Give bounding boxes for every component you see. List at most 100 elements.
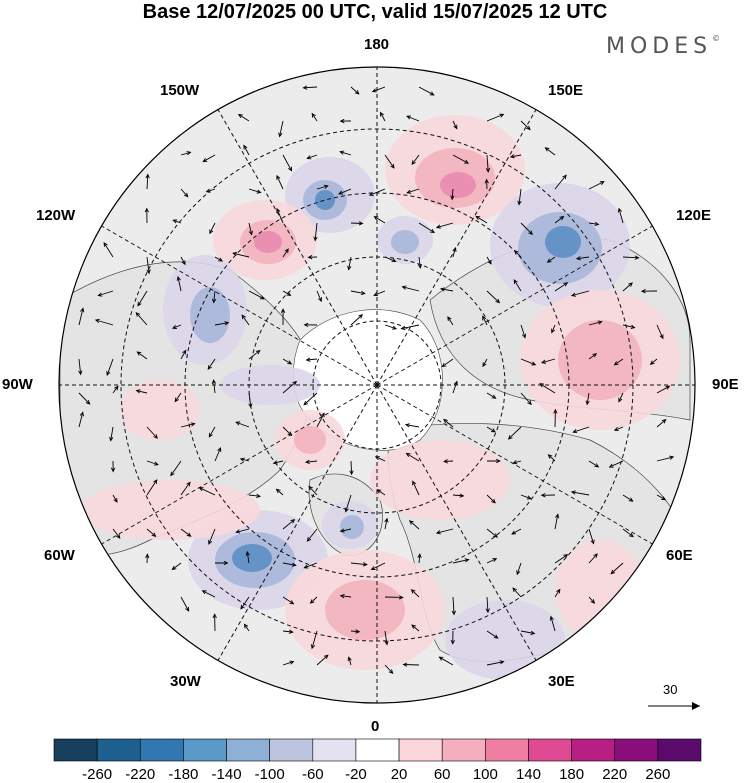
wind-arrow — [106, 358, 114, 377]
wind-arrow — [282, 358, 293, 365]
wind-arrow — [585, 392, 590, 406]
wind-arrow — [512, 587, 522, 598]
wind-arrow — [339, 528, 352, 533]
wind-arrow — [570, 490, 590, 496]
wind-arrow — [350, 314, 364, 326]
wind-arrow — [239, 457, 250, 462]
wind-arrow — [248, 290, 265, 300]
lon-label-150e: 150E — [548, 82, 584, 99]
lon-label-60w: 60W — [44, 547, 75, 564]
meridian-line — [101, 225, 378, 386]
wind-arrow — [214, 447, 222, 462]
wind-arrow — [112, 385, 119, 394]
wind-arrow — [554, 282, 569, 292]
wind-arrow — [282, 519, 296, 530]
wind-arrow — [570, 290, 590, 297]
wind-arrow — [180, 151, 192, 156]
lon-label-90w: 90W — [2, 376, 33, 393]
anomaly-region — [391, 230, 419, 254]
wind-arrow — [450, 188, 455, 201]
lon-label-120e: 120E — [676, 207, 712, 224]
wind-arrow — [622, 494, 634, 502]
wind-arrow — [306, 154, 318, 160]
wind-arrow — [412, 480, 420, 496]
meridian-line — [101, 384, 378, 545]
wind-arrow — [347, 656, 352, 666]
wind-arrow — [549, 615, 556, 632]
wind-arrow — [486, 630, 499, 639]
vector-scale-arrow — [648, 702, 700, 710]
wind-arrow — [248, 349, 261, 360]
wind-arrow — [507, 426, 522, 440]
wind-arrow — [384, 595, 404, 600]
graticule — [59, 67, 695, 703]
wind-arrow — [110, 460, 116, 473]
wind-arrow — [245, 550, 250, 564]
wind-arrow — [350, 290, 366, 296]
wind-arrow — [539, 383, 556, 394]
wind-arrow — [610, 562, 624, 575]
wind-arrow — [171, 324, 182, 329]
wind-arrow — [656, 418, 667, 428]
wind-arrow — [174, 392, 182, 403]
wind-arrow — [520, 494, 532, 500]
map-boundary — [58, 66, 696, 704]
wind-arrow — [276, 174, 284, 190]
wind-arrow — [180, 481, 191, 496]
wind-arrow — [278, 120, 284, 138]
wind-arrow — [640, 289, 658, 294]
wind-arrow — [447, 316, 454, 326]
wind-arrow — [211, 379, 217, 394]
anomaly-region — [254, 231, 282, 253]
colorbar-tick-label: 260 — [645, 766, 671, 783]
wind-arrow — [486, 558, 498, 564]
wind-arrow — [371, 86, 386, 93]
wind-arrow — [485, 154, 491, 173]
wind-arrow — [401, 285, 420, 292]
wind-arrow — [588, 460, 600, 468]
wind-arrow — [452, 558, 470, 564]
wind-arrow — [237, 113, 250, 122]
wind-arrow — [282, 154, 293, 172]
wind-arrow — [452, 154, 470, 164]
colorbar-segment — [312, 738, 357, 762]
wind-arrow — [452, 493, 465, 498]
wind-arrow — [572, 426, 590, 434]
wind-arrow — [588, 528, 595, 545]
wind-arrow — [303, 392, 318, 406]
meridian-line — [376, 109, 537, 386]
wind-arrow — [78, 411, 84, 428]
wind-arrow — [554, 554, 569, 564]
wind-arrow — [511, 528, 522, 535]
colorbar-tick-label: -220 — [125, 766, 156, 783]
wind-arrow — [406, 188, 420, 194]
wind-arrow — [588, 320, 603, 326]
colorbar-tick-label: 220 — [602, 766, 628, 783]
wind-arrow — [520, 358, 537, 366]
wind-arrow — [214, 321, 230, 326]
wind-arrow — [94, 318, 114, 326]
wind-arrow — [439, 287, 454, 292]
wind-arrow — [235, 528, 250, 534]
wind-arrow — [588, 553, 598, 564]
colorbar-segment — [269, 738, 314, 762]
wind-arrow — [622, 255, 640, 260]
wind-arrow — [408, 520, 420, 530]
colorbar-tick-label: -20 — [345, 766, 367, 783]
colorbar-segment — [53, 738, 98, 762]
wind-arrow — [207, 358, 216, 370]
wind-arrow — [338, 188, 352, 195]
wind-arrow — [309, 596, 318, 604]
wind-arrow — [588, 181, 605, 190]
wind-arrow — [146, 256, 151, 275]
colorbar-tick-label: -260 — [82, 766, 113, 783]
wind-arrow — [347, 256, 352, 271]
colorbar-tick-label: 20 — [390, 766, 408, 783]
anomaly-region — [558, 320, 642, 400]
wind-arrow — [486, 426, 496, 433]
wind-arrow — [417, 256, 423, 269]
wind-arrow — [613, 358, 624, 366]
wind-arrow — [146, 460, 159, 466]
wind-arrow — [135, 311, 148, 326]
lon-label-120w: 120W — [36, 207, 76, 224]
